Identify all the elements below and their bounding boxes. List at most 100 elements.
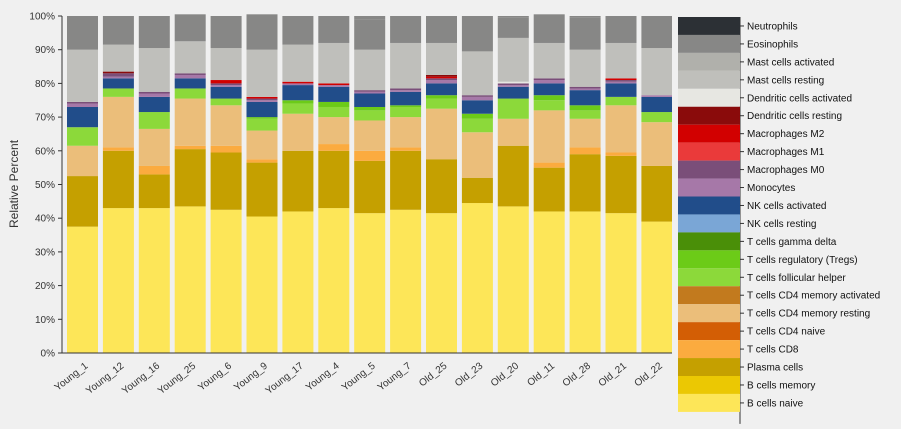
legend-label: T cells CD4 memory resting xyxy=(747,309,870,320)
bar-segment xyxy=(497,17,529,38)
bar-Young_17 xyxy=(282,16,314,353)
bar-segment xyxy=(605,105,637,153)
y-axis-label: Relative Percent xyxy=(7,139,21,228)
bar-segment xyxy=(174,98,206,146)
x-tick-label: Old_22 xyxy=(633,360,666,389)
bar-segment xyxy=(390,209,422,353)
bar-Young_9 xyxy=(246,14,278,353)
legend-swatch xyxy=(678,142,740,161)
legend-label: B cells memory xyxy=(747,380,815,391)
bar-segment xyxy=(390,147,422,151)
x-tick-label: Young_16 xyxy=(120,360,162,396)
bar-segment xyxy=(497,85,529,87)
legend-swatch xyxy=(678,52,740,71)
bar-segment xyxy=(354,110,386,121)
bar-segment xyxy=(318,86,350,102)
bar-segment xyxy=(461,100,493,114)
bar-segment xyxy=(354,213,386,353)
bar-segment xyxy=(354,160,386,214)
bar-segment xyxy=(282,150,314,212)
bar-segment xyxy=(354,90,386,92)
bar-segment xyxy=(138,96,170,113)
bar-segment xyxy=(354,49,386,91)
bar-segment xyxy=(533,83,565,96)
bar-Old_28 xyxy=(569,16,601,353)
legend-swatch xyxy=(678,250,740,269)
legend-label: Eosinophils xyxy=(747,39,798,50)
bar-segment xyxy=(605,213,637,353)
legend-swatch xyxy=(678,393,740,412)
bar-Young_5 xyxy=(354,16,386,353)
bar-segment xyxy=(210,98,242,106)
bar-segment xyxy=(390,90,422,92)
bar-segment xyxy=(174,73,206,75)
bar-segment xyxy=(174,149,206,207)
bar-segment xyxy=(210,83,242,86)
legend-swatch xyxy=(678,304,740,323)
bar-segment xyxy=(461,203,493,353)
bar-segment xyxy=(497,98,529,119)
bar-segment xyxy=(533,211,565,353)
bar-segment xyxy=(174,88,206,99)
y-tick-label: 100% xyxy=(29,12,55,23)
bar-segment xyxy=(67,101,98,104)
bar-segment xyxy=(605,83,637,97)
bar-Old_20 xyxy=(497,16,529,353)
bar-segment xyxy=(569,17,601,50)
bar-Old_25 xyxy=(426,16,457,353)
legend-label: B cells naive xyxy=(747,398,804,409)
bar-segment xyxy=(605,42,637,79)
bar-Young_16 xyxy=(138,16,170,353)
bar-segment xyxy=(533,78,565,81)
bar-segment xyxy=(605,152,637,156)
x-tick-label: Young_17 xyxy=(264,360,306,396)
bar-segment xyxy=(426,42,457,75)
bar-segment xyxy=(318,85,350,87)
bar-segment xyxy=(282,100,314,104)
bar-segment xyxy=(210,105,242,146)
legend-label: Macrophages M2 xyxy=(747,129,825,140)
bar-segment xyxy=(174,74,206,79)
legend-swatch xyxy=(678,268,740,287)
x-tick-label: Young_12 xyxy=(84,360,126,396)
x-tick-label: Young_6 xyxy=(196,360,234,393)
bar-segment xyxy=(318,42,350,84)
bar-segment xyxy=(67,16,98,50)
bar-segment xyxy=(354,150,386,161)
bar-segment xyxy=(390,42,422,89)
bar-segment xyxy=(569,88,601,91)
x-tick-label: Young_7 xyxy=(376,360,414,393)
axes: 0% 10% 20% 30% 40% 50% 60% 70% 80% 90% 100% xyxy=(29,12,672,360)
bar-segment xyxy=(461,113,493,119)
bar-Young_4 xyxy=(318,16,350,353)
bar-segment xyxy=(569,118,601,148)
bar-segment xyxy=(354,93,386,107)
bar-segment xyxy=(569,147,601,155)
bar-segment xyxy=(174,78,206,89)
bar-segment xyxy=(533,95,565,101)
bar-segment xyxy=(497,83,529,86)
bar-segment xyxy=(102,208,134,353)
x-tick-label: Old_23 xyxy=(453,360,486,389)
bar-segment xyxy=(138,48,170,92)
x-tick-label: Old_28 xyxy=(561,360,594,389)
legend-swatch xyxy=(678,178,740,197)
legend-label: Dendritic cells activated xyxy=(747,93,852,104)
bar-segment xyxy=(641,112,672,123)
legend-label: NK cells resting xyxy=(747,219,816,230)
legend-label: T cells regulatory (Tregs) xyxy=(747,255,858,266)
x-tick-label: Young_4 xyxy=(304,360,342,393)
bar-segment xyxy=(318,83,350,86)
plot-area: Young_1Young_12Young_16Young_25Young_6Yo… xyxy=(53,14,672,397)
bar-segment xyxy=(282,103,314,114)
legend-swatch xyxy=(678,106,740,125)
legend-label: Dendritic cells resting xyxy=(747,111,842,122)
bar-segment xyxy=(533,110,565,163)
bar-segment xyxy=(461,132,493,178)
bar-segment xyxy=(354,16,386,20)
bar-segment xyxy=(533,14,565,43)
legend-swatch xyxy=(678,358,740,376)
bar-segment xyxy=(102,44,134,72)
